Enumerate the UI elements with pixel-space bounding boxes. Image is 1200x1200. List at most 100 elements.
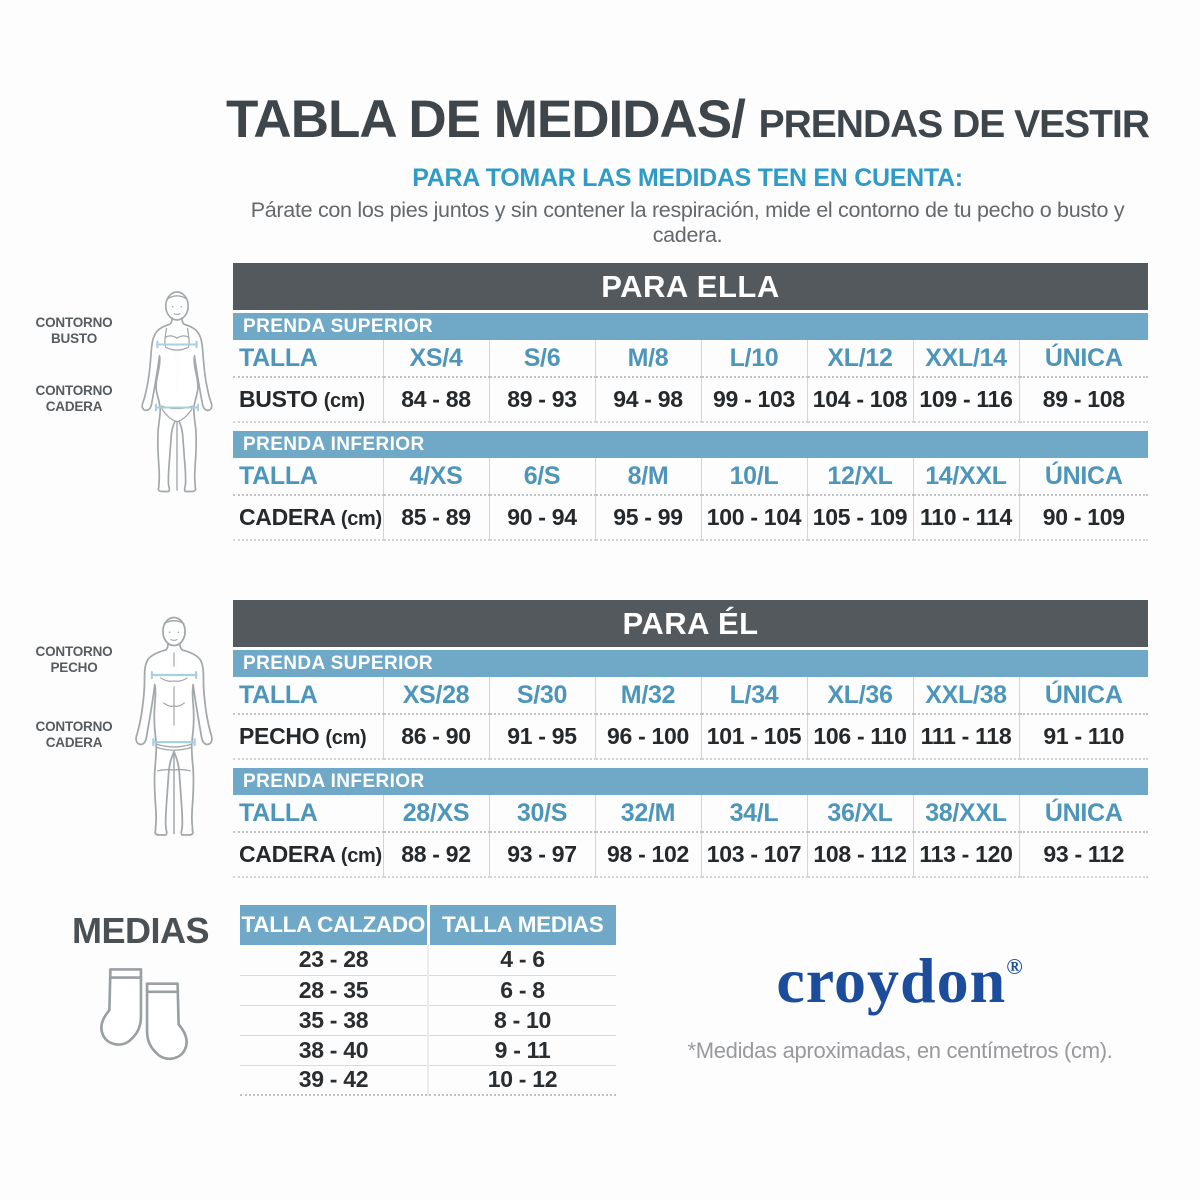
size-cell: XL/12	[806, 340, 913, 378]
size-cell: 8/M	[594, 458, 701, 496]
measure-label: PECHO (cm)	[233, 714, 383, 760]
sock-size-cell: 6 - 8	[427, 975, 616, 1006]
men-lower-band: PRENDA INFERIOR	[233, 768, 1148, 795]
size-cell: XS/4	[382, 340, 489, 378]
socks-row: 38 - 40 9 - 11	[240, 1035, 616, 1066]
shoe-size-cell: 39 - 42	[240, 1065, 428, 1096]
women-hip-values-row: CADERA (cm) 85 - 89 90 - 94 95 - 99 100 …	[233, 495, 1148, 541]
contorno-pecho-label: CONTORNO PECHO	[35, 644, 113, 675]
value-cell: 89 - 93	[488, 377, 595, 423]
size-cell: ÚNICA	[1018, 340, 1148, 378]
value-cell: 95 - 99	[594, 495, 701, 541]
value-cell: 106 - 110	[806, 714, 913, 760]
value-cell: 100 - 104	[700, 495, 807, 541]
value-cell: 109 - 116	[912, 377, 1019, 423]
measure-label: BUSTO (cm)	[233, 377, 383, 423]
value-cell: 110 - 114	[912, 495, 1019, 541]
men-chest-values-row: PECHO (cm) 86 - 90 91 - 95 96 - 100 101 …	[233, 714, 1148, 760]
men-upper-sizes-row: TALLA XS/28 S/30 M/32 L/34 XL/36 XXL/38 …	[233, 677, 1148, 715]
women-section-header: PARA ELLA	[233, 263, 1148, 310]
size-cell: XS/28	[382, 677, 489, 715]
size-cell: XXL/14	[912, 340, 1019, 378]
sock-size-cell: 9 - 11	[427, 1035, 616, 1066]
sock-size-cell: 10 - 12	[427, 1065, 616, 1096]
brand-logo: croydon®	[776, 945, 1024, 1016]
size-cell: ÚNICA	[1018, 458, 1148, 496]
value-cell: 98 - 102	[594, 832, 701, 878]
female-figure: CONTORNO BUSTO CONTORNO CADERA	[28, 245, 233, 545]
page-title-sub: PRENDAS DE VESTIR	[758, 103, 1150, 146]
talla-label: TALLA	[233, 677, 383, 715]
size-cell: 14/XXL	[912, 458, 1019, 496]
measuring-note-heading: PARA TOMAR LAS MEDIDAS TEN EN CUENTA:	[412, 163, 963, 192]
size-cell: XXL/38	[912, 677, 1019, 715]
women-lower-table: TALLA 4/XS 6/S 8/M 10/L 12/XL 14/XXL ÚNI…	[233, 458, 1148, 541]
value-cell: 101 - 105	[700, 714, 807, 760]
value-cell: 113 - 120	[912, 832, 1019, 878]
value-cell: 103 - 107	[700, 832, 807, 878]
women-upper-band: PRENDA SUPERIOR	[233, 313, 1148, 340]
sock-size-cell: 4 - 6	[427, 945, 616, 976]
size-cell: M/32	[594, 677, 701, 715]
value-cell: 84 - 88	[382, 377, 489, 423]
value-cell: 93 - 112	[1018, 832, 1148, 878]
men-lower-table: TALLA 28/XS 30/S 32/M 34/L 36/XL 38/XXL …	[233, 795, 1148, 878]
value-cell: 86 - 90	[382, 714, 489, 760]
size-cell: 28/XS	[382, 795, 489, 833]
men-lower-sizes-row: TALLA 28/XS 30/S 32/M 34/L 36/XL 38/XXL …	[233, 795, 1148, 833]
size-cell: 38/XXL	[912, 795, 1019, 833]
size-cell: S/30	[488, 677, 595, 715]
measure-label: CADERA (cm)	[233, 832, 383, 878]
header: TABLA DE MEDIDAS/ PRENDAS DE VESTIR PARA…	[225, 92, 1150, 248]
talla-label: TALLA	[233, 795, 383, 833]
size-cell: 32/M	[594, 795, 701, 833]
footnote: *Medidas aproximadas, en centímetros (cm…	[687, 1038, 1113, 1063]
size-cell: 30/S	[488, 795, 595, 833]
value-cell: 85 - 89	[382, 495, 489, 541]
measure-label: CADERA (cm)	[233, 495, 383, 541]
socks-row: 39 - 42 10 - 12	[240, 1065, 616, 1096]
socks-row: 23 - 28 4 - 6	[240, 945, 616, 976]
size-cell: 34/L	[700, 795, 807, 833]
size-cell: 36/XL	[806, 795, 913, 833]
size-cell: 4/XS	[382, 458, 489, 496]
shoe-size-cell: 35 - 38	[240, 1005, 428, 1036]
value-cell: 91 - 110	[1018, 714, 1148, 760]
talla-label: TALLA	[233, 458, 383, 496]
value-cell: 108 - 112	[806, 832, 913, 878]
size-cell: 10/L	[700, 458, 807, 496]
men-upper-table: TALLA XS/28 S/30 M/32 L/34 XL/36 XXL/38 …	[233, 677, 1148, 760]
contorno-cadera-label-female: CONTORNO CADERA	[35, 383, 113, 414]
socks-section-title: MEDIAS	[72, 910, 210, 951]
value-cell: 99 - 103	[700, 377, 807, 423]
women-section: PARA ELLA PRENDA SUPERIOR TALLA XS/4 S/6…	[233, 263, 1148, 541]
sock-size-cell: 8 - 10	[427, 1005, 616, 1036]
shoe-size-cell: 23 - 28	[240, 945, 428, 976]
women-upper-table: TALLA XS/4 S/6 M/8 L/10 XL/12 XXL/14 ÚNI…	[233, 340, 1148, 423]
value-cell: 93 - 97	[488, 832, 595, 878]
size-cell: ÚNICA	[1018, 677, 1148, 715]
socks-row: 35 - 38 8 - 10	[240, 1005, 616, 1036]
measuring-instructions: Párate con los pies juntos y sin contene…	[250, 197, 1125, 247]
page-title: TABLA DE MEDIDAS/ PRENDAS DE VESTIR	[225, 92, 1150, 148]
male-figure: CONTORNO PECHO CONTORNO CADERA	[28, 572, 233, 892]
value-cell: 96 - 100	[594, 714, 701, 760]
page-title-main: TABLA DE MEDIDAS/	[225, 90, 746, 149]
talla-label: TALLA	[233, 340, 383, 378]
contorno-cadera-label-male: CONTORNO CADERA	[35, 719, 113, 750]
socks-col1-header: TALLA CALZADO	[240, 905, 428, 945]
socks-table: TALLA CALZADO TALLA MEDIAS 23 - 28 4 - 6…	[240, 905, 616, 1096]
value-cell: 105 - 109	[806, 495, 913, 541]
men-upper-band: PRENDA SUPERIOR	[233, 650, 1148, 677]
women-lower-sizes-row: TALLA 4/XS 6/S 8/M 10/L 12/XL 14/XXL ÚNI…	[233, 458, 1148, 496]
registered-mark: ®	[1006, 954, 1024, 979]
value-cell: 88 - 92	[382, 832, 489, 878]
size-cell: ÚNICA	[1018, 795, 1148, 833]
women-bust-values-row: BUSTO (cm) 84 - 88 89 - 93 94 - 98 99 - …	[233, 377, 1148, 423]
value-cell: 91 - 95	[488, 714, 595, 760]
value-cell: 94 - 98	[594, 377, 701, 423]
value-cell: 104 - 108	[806, 377, 913, 423]
shoe-size-cell: 28 - 35	[240, 975, 428, 1006]
socks-header-row: TALLA CALZADO TALLA MEDIAS	[240, 905, 616, 945]
